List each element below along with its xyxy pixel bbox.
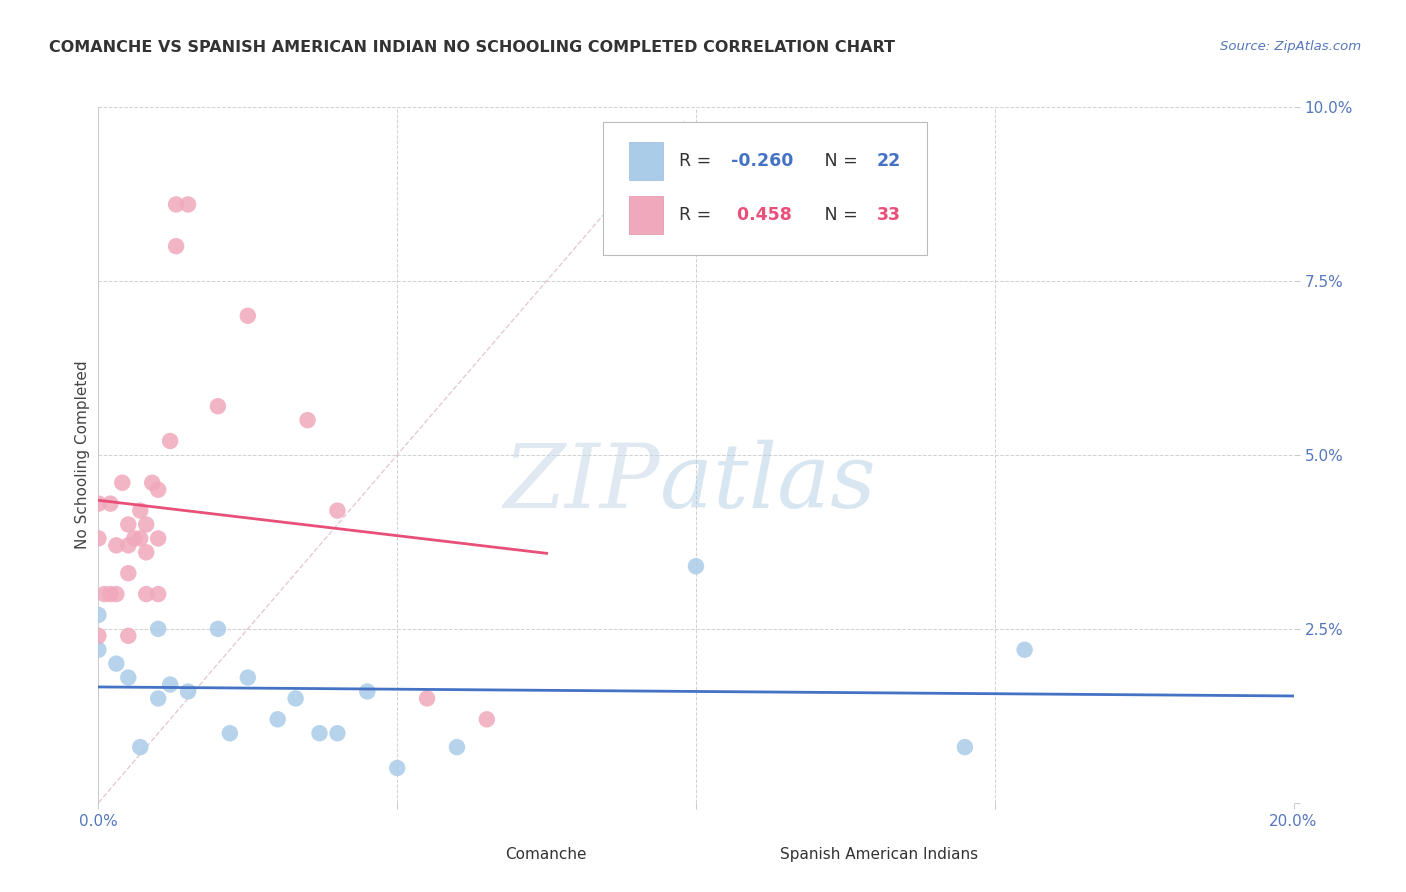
Text: ZIP: ZIP — [503, 440, 661, 526]
Point — [159, 677, 181, 691]
FancyBboxPatch shape — [628, 195, 662, 234]
Point — [100, 587, 122, 601]
Point — [117, 629, 139, 643]
Point — [207, 622, 229, 636]
Text: -0.260: -0.260 — [731, 153, 793, 170]
Point — [135, 587, 157, 601]
Point — [148, 483, 170, 497]
Point — [129, 503, 152, 517]
Point — [207, 399, 229, 413]
Point — [159, 434, 181, 448]
Point — [297, 413, 319, 427]
Text: Comanche: Comanche — [505, 847, 586, 863]
Text: COMANCHE VS SPANISH AMERICAN INDIAN NO SCHOOLING COMPLETED CORRELATION CHART: COMANCHE VS SPANISH AMERICAN INDIAN NO S… — [49, 40, 896, 55]
Point — [446, 740, 468, 755]
Point — [148, 622, 170, 636]
Point — [165, 197, 187, 211]
Text: 33: 33 — [876, 206, 900, 224]
Point — [117, 566, 139, 581]
Point — [87, 532, 110, 546]
FancyBboxPatch shape — [744, 842, 770, 868]
Point — [416, 691, 439, 706]
Point — [105, 538, 128, 552]
Point — [267, 712, 290, 726]
Point — [1014, 642, 1036, 657]
Y-axis label: No Schooling Completed: No Schooling Completed — [75, 360, 90, 549]
Point — [236, 309, 259, 323]
Point — [129, 532, 152, 546]
Point — [135, 545, 157, 559]
Point — [177, 197, 200, 211]
Point — [111, 475, 134, 490]
Text: Source: ZipAtlas.com: Source: ZipAtlas.com — [1220, 40, 1361, 54]
FancyBboxPatch shape — [470, 842, 495, 868]
Point — [100, 497, 122, 511]
Point — [124, 532, 146, 546]
Point — [87, 642, 110, 657]
Point — [326, 726, 349, 740]
Point — [308, 726, 330, 740]
Text: N =: N = — [808, 206, 863, 224]
Point — [326, 503, 349, 517]
Point — [475, 712, 498, 726]
Point — [953, 740, 976, 755]
Point — [148, 587, 170, 601]
Text: R =: R = — [679, 153, 717, 170]
Point — [135, 517, 157, 532]
Point — [148, 691, 170, 706]
Text: atlas: atlas — [661, 440, 876, 526]
Point — [685, 559, 707, 574]
Text: 0.458: 0.458 — [731, 206, 792, 224]
Point — [87, 497, 110, 511]
Point — [117, 517, 139, 532]
Point — [356, 684, 378, 698]
Point — [284, 691, 307, 706]
Point — [219, 726, 242, 740]
Point — [148, 532, 170, 546]
Point — [141, 475, 163, 490]
Point — [165, 239, 187, 253]
Point — [105, 657, 128, 671]
Point — [87, 629, 110, 643]
Text: Spanish American Indians: Spanish American Indians — [780, 847, 977, 863]
FancyBboxPatch shape — [628, 142, 662, 180]
Point — [117, 671, 139, 685]
Point — [105, 587, 128, 601]
Text: 22: 22 — [876, 153, 901, 170]
Text: N =: N = — [808, 153, 863, 170]
Point — [93, 587, 115, 601]
FancyBboxPatch shape — [603, 122, 927, 255]
Point — [385, 761, 409, 775]
Point — [117, 538, 139, 552]
Text: R =: R = — [679, 206, 723, 224]
Point — [129, 740, 152, 755]
Point — [87, 607, 110, 622]
Point — [177, 684, 200, 698]
Point — [236, 671, 259, 685]
